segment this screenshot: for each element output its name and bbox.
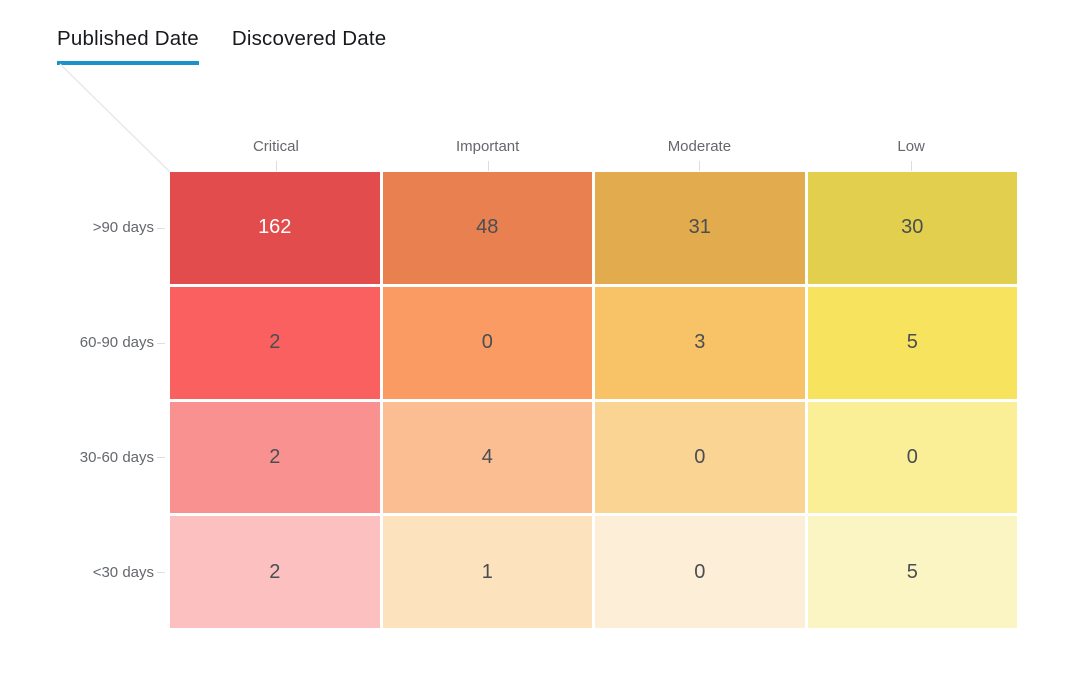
column-header-label: Important [455,138,520,155]
heatmap-cell[interactable]: 3 [595,286,805,399]
axis-tick [699,161,701,171]
column-header: Important [382,133,594,172]
axis-tick [275,161,277,171]
column-header: Moderate [594,133,806,172]
heatmap-cell-value: 2 [269,331,281,354]
heatmap-cell-value: 2 [269,445,281,468]
column-header-label: Low [897,138,925,155]
heatmap-grid: 162 48 31 30 2 0 3 5 2 4 0 0 2 1 0 5 [170,172,1017,628]
heatmap-cell[interactable]: 31 [595,172,805,284]
heatmap-cell-value: 1 [481,560,493,583]
axis-tick [487,161,489,171]
heatmap-cell-value: 0 [906,445,918,468]
heatmap-cell[interactable]: 0 [595,516,805,628]
heatmap-cell-value: 162 [258,216,292,239]
row-label: 30-60 days [0,402,168,514]
heatmap-cell[interactable]: 48 [382,172,592,284]
heatmap-cell-value: 30 [901,216,924,239]
axis-tick [157,227,165,229]
heatmap-cell-value: 31 [688,216,711,239]
column-header-label: Critical [252,138,299,155]
heatmap-cell[interactable]: 2 [170,286,380,399]
axis-tick [157,572,165,574]
heatmap-cell[interactable]: 5 [807,516,1017,628]
heatmap-cell-value: 0 [481,331,493,354]
heatmap-cell-value: 5 [906,331,918,354]
axis-tick [157,342,165,344]
date-mode-tabs: Published Date Discovered Date [57,27,386,65]
axis-tick [157,457,165,459]
row-label: 60-90 days [0,287,168,399]
row-label-text: >90 days [92,219,154,237]
heatmap-cell-value: 0 [694,445,706,468]
column-header: Low [805,133,1017,172]
heatmap-cell-value: 3 [694,331,706,354]
column-header-label: Moderate [667,138,732,155]
heatmap-cell[interactable]: 1 [382,516,592,628]
row-label-text: <30 days [92,563,154,581]
row-label: <30 days [0,516,168,628]
column-header: Critical [170,133,382,172]
heatmap-cell[interactable]: 2 [170,516,380,628]
row-label-text: 60-90 days [79,334,154,352]
axis-tick [911,161,913,171]
heatmap-cell-value: 2 [269,560,281,583]
heatmap-column-headers: Critical Important Moderate Low [170,133,1017,172]
row-label-text: 30-60 days [79,448,154,466]
heatmap-cell[interactable]: 0 [807,401,1017,514]
heatmap-cell[interactable]: 0 [595,401,805,514]
heatmap-cell[interactable]: 5 [807,286,1017,399]
heatmap-cell[interactable]: 30 [807,172,1017,284]
tab-published-date[interactable]: Published Date [57,27,199,65]
heatmap-cell[interactable]: 4 [382,401,592,514]
heatmap-cell-value: 0 [694,560,706,583]
heatmap-cell[interactable]: 2 [170,401,380,514]
heatmap-row-labels: >90 days 60-90 days 30-60 days <30 days [0,172,168,628]
heatmap-cell[interactable]: 0 [382,286,592,399]
heatmap-cell-value: 48 [476,216,499,239]
heatmap-cell-value: 4 [481,445,493,468]
heatmap-cell[interactable]: 162 [170,172,380,284]
row-label: >90 days [0,172,168,284]
heatmap-cell-value: 5 [906,560,918,583]
tab-discovered-date[interactable]: Discovered Date [231,27,387,50]
